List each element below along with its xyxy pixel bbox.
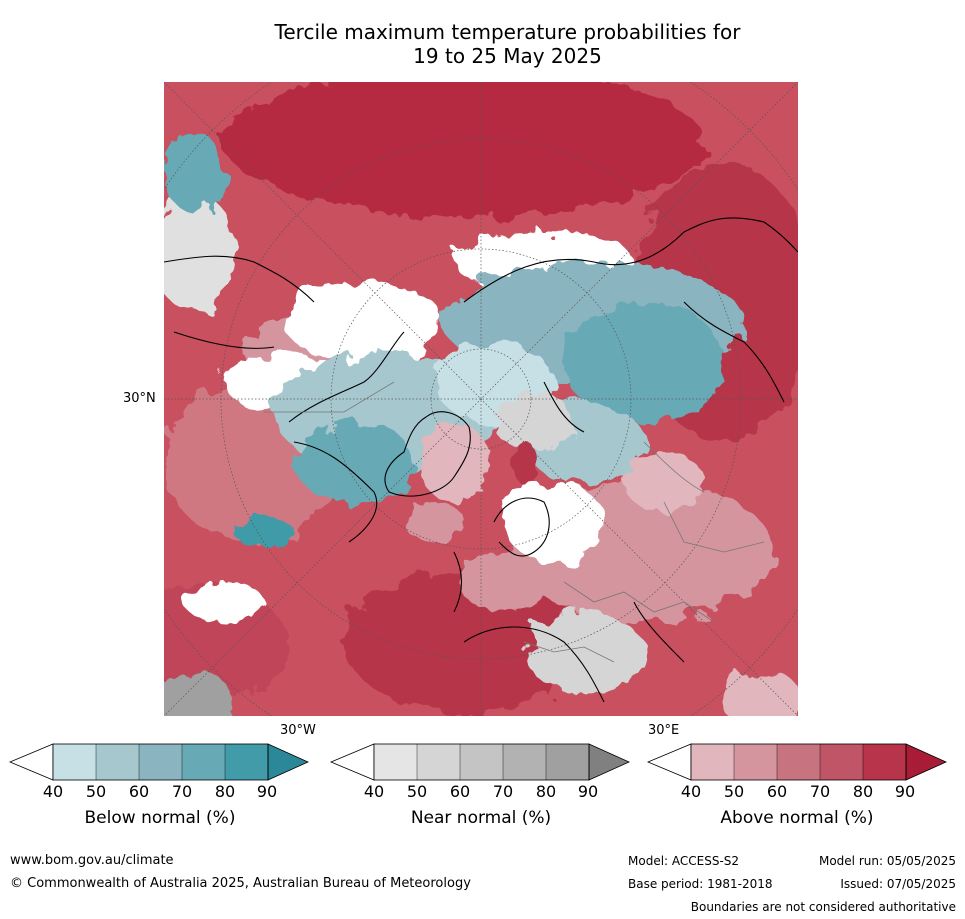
title-line-2: 19 to 25 May 2025: [413, 44, 602, 68]
colorbar-above-tick: 40: [680, 782, 702, 801]
colorbar-below-tick: 80: [214, 782, 236, 801]
colorbar-near-segment: [546, 744, 589, 780]
colorbar-below-tick: 40: [42, 782, 64, 801]
colorbar-near-segment: [503, 744, 546, 780]
copyright-text: © Commonwealth of Australia 2025, Austra…: [10, 876, 471, 891]
colorbar-above-tick: 60: [766, 782, 788, 801]
colorbar-near-tick: 40: [363, 782, 385, 801]
colorbar-above-low-extension: [646, 743, 692, 781]
colorbar-below-tick: 50: [85, 782, 107, 801]
colorbar-near-segment: [460, 744, 503, 780]
colorbar-above-segment: [820, 744, 863, 780]
colorbar-near-tick: 90: [577, 782, 599, 801]
colorbar-below-tick: 60: [128, 782, 150, 801]
colorbar-below-outline: [52, 743, 269, 781]
probability-map: [164, 82, 798, 716]
model-run-text: Model run: 05/05/2025: [818, 854, 956, 868]
colorbar-above-outline: [690, 743, 907, 781]
disclaimer-text: Boundaries are not considered authoritat…: [690, 900, 956, 914]
longitude-label-30w: 30°W: [280, 723, 316, 738]
graticule: [164, 82, 798, 716]
colorbar-below-high-extension: [267, 743, 309, 781]
colorbar-above-segment: [777, 744, 820, 780]
longitude-label-30e: 30°E: [648, 723, 680, 738]
colorbar-below-tick: 90: [256, 782, 278, 801]
colorbar-below-segment: [139, 744, 182, 780]
colorbar-below-segment: [225, 744, 268, 780]
colorbar-near-high-extension: [588, 743, 630, 781]
colorbar-below-segment: [53, 744, 96, 780]
latitude-label-30n: 30°N: [123, 391, 156, 406]
colorbar-near-tick: 50: [406, 782, 428, 801]
colorbar-near-segment: [374, 744, 417, 780]
colorbar-above-segment: [691, 744, 734, 780]
colorbar-above-high-extension: [905, 743, 947, 781]
colorbar-above-tick: 90: [894, 782, 916, 801]
colorbar-below-label: Below normal (%): [84, 808, 236, 828]
model-text: Model: ACCESS-S2: [628, 854, 740, 868]
colorbar-above-segment: [863, 744, 906, 780]
probability-detail: [184, 422, 704, 622]
colorbar-near-label: Near normal (%): [410, 808, 552, 828]
colorbar-below-low-extension: [8, 743, 54, 781]
colorbar-below-graphic: [8, 743, 309, 781]
colorbar-above-tick: 70: [809, 782, 831, 801]
colorbar-below: [8, 743, 309, 781]
colorbar-near-segment: [417, 744, 460, 780]
website-link[interactable]: www.bom.gov.au/climate: [10, 853, 174, 868]
colorbar-below-tick: 70: [171, 782, 193, 801]
issued-text: Issued: 07/05/2025: [840, 877, 956, 891]
colorbar-near-graphic: [329, 743, 630, 781]
colorbar-above-graphic: [646, 743, 947, 781]
map-canvas: [164, 82, 798, 716]
map-title: Tercile maximum temperature probabilitie…: [160, 20, 855, 68]
colorbar-near-tick: 70: [492, 782, 514, 801]
colorbar-below-segment: [182, 744, 225, 780]
colorbar-near-tick: 60: [449, 782, 471, 801]
colorbar-near-low-extension: [329, 743, 375, 781]
country-borders: [264, 381, 765, 663]
colorbar-below-segment: [96, 744, 139, 780]
coastlines: [164, 217, 798, 703]
colorbar-above-tick: 50: [723, 782, 745, 801]
colorbar-near: [329, 743, 630, 781]
colorbar-near-tick: 80: [535, 782, 557, 801]
colorbar-above-tick: 80: [852, 782, 874, 801]
colorbar-above-label: Above normal (%): [720, 808, 874, 828]
base-period-text: Base period: 1981-2018: [628, 877, 773, 891]
colorbar-above: [646, 743, 947, 781]
colorbar-near-outline: [373, 743, 590, 781]
title-line-1: Tercile maximum temperature probabilitie…: [274, 20, 741, 44]
colorbar-above-segment: [734, 744, 777, 780]
